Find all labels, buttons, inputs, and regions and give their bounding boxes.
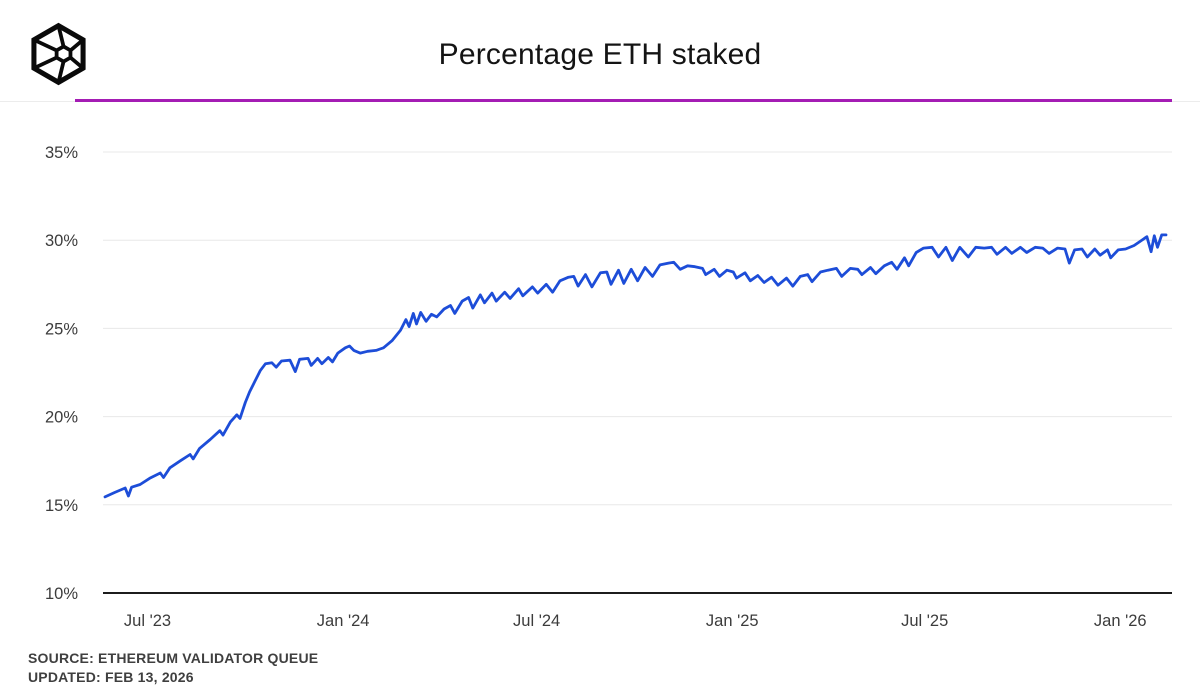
- x-axis-tick-label: Jul '25: [901, 612, 948, 630]
- x-axis-tick-label: Jan '26: [1094, 612, 1147, 630]
- y-axis-tick-label: 10%: [45, 585, 78, 603]
- source-label: SOURCE: ETHEREUM VALIDATOR QUEUE: [28, 650, 319, 666]
- chart-footer: SOURCE: ETHEREUM VALIDATOR QUEUE UPDATED…: [28, 649, 318, 687]
- x-axis-tick-label: Jan '24: [317, 612, 370, 630]
- accent-divider: [75, 99, 1172, 102]
- updated-label: UPDATED: FEB 13, 2026: [28, 669, 194, 685]
- cube-logo-icon: [31, 22, 86, 86]
- y-axis-tick-label: 35%: [45, 144, 78, 162]
- blockworks-cube-logo: [27, 21, 90, 87]
- chart-title: Percentage ETH staked: [438, 38, 762, 71]
- y-axis-tick-label: 25%: [45, 320, 78, 338]
- x-axis-tick-label: Jul '24: [513, 612, 560, 630]
- x-axis-tick-label: Jul '23: [124, 612, 171, 630]
- eth-staked-line: [103, 233, 1168, 499]
- y-axis-tick-label: 30%: [45, 232, 78, 250]
- y-axis-tick-label: 20%: [45, 409, 78, 427]
- x-axis-tick-label: Jan '25: [706, 612, 759, 630]
- y-axis-tick-label: 15%: [45, 497, 78, 515]
